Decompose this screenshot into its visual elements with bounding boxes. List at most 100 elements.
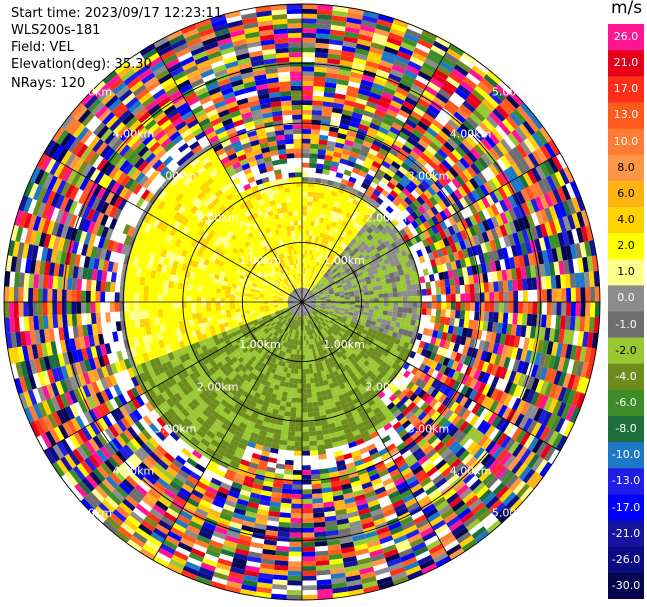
velocity-gate [440,286,446,295]
velocity-gate [347,242,354,249]
velocity-gate [330,247,336,254]
velocity-gate [379,95,392,105]
velocity-gate [356,174,366,183]
velocity-gate [324,239,330,245]
velocity-gate [383,86,396,96]
velocity-gate [483,74,499,88]
velocity-gate [377,231,385,239]
velocity-gate [402,208,411,218]
velocity-gate [395,169,405,179]
velocity-gate [303,268,306,274]
velocity-gate [330,242,336,248]
velocity-gate [498,312,504,324]
velocity-gate [308,291,313,296]
velocity-gate [349,120,360,129]
velocity-gate [302,138,311,144]
velocity-gate [314,250,319,257]
velocity-gate [357,38,372,47]
velocity-gate [362,15,378,24]
velocity-gate [347,196,355,204]
velocity-gate [310,220,315,226]
velocity-gate [343,36,358,44]
velocity-gate [318,222,324,228]
velocity-gate [393,117,406,128]
velocity-gate [391,122,403,132]
velocity-gate [295,426,302,432]
velocity-gate [321,223,328,229]
velocity-gate [388,297,394,302]
velocity-gate [296,402,302,408]
velocity-gate [358,170,368,178]
velocity-gate [414,186,424,196]
velocity-gate [426,227,435,237]
velocity-gate [314,277,318,282]
velocity-gate [527,302,533,315]
velocity-gate [447,205,456,216]
velocity-gate [436,294,442,302]
velocity-gate [304,283,306,288]
velocity-gate [319,242,325,249]
velocity-gate [348,81,361,89]
velocity-gate [316,391,322,397]
velocity-gate [332,237,338,244]
velocity-gate [323,254,329,261]
velocity-gate [407,193,417,203]
velocity-gate [346,160,356,168]
velocity-gate [292,392,298,398]
velocity-gate [446,294,451,302]
velocity-gate [413,47,429,58]
velocity-gate [283,474,293,480]
velocity-gate [412,296,418,302]
velocity-gate [388,148,399,157]
velocity-gate [302,28,317,34]
velocity-gate [302,253,305,259]
velocity-gate [326,268,331,274]
velocity-gate [418,214,427,224]
velocity-gate [330,281,336,286]
velocity-gate [313,226,318,232]
velocity-gate [302,52,316,58]
velocity-gate [345,164,354,172]
velocity-gate [404,171,415,181]
velocity-gate [302,484,312,490]
velocity-gate [438,88,452,100]
velocity-gate [434,68,449,81]
velocity-gate [459,197,469,209]
velocity-gate [343,189,351,197]
velocity-gate [376,223,385,232]
velocity-gate [358,262,365,269]
velocity-gate [351,221,359,229]
velocity-gate [298,364,302,370]
velocity-gate [313,81,326,87]
velocity-gate [286,594,302,600]
velocity-gate [379,212,387,221]
velocity-gate [437,162,449,174]
velocity-gate [377,100,390,109]
velocity-gate [485,193,495,206]
velocity-gate [425,199,435,209]
velocity-gate [307,249,311,255]
velocity-gate [515,160,527,175]
velocity-gate [441,173,452,184]
velocity-gate [311,255,315,261]
velocity-gate [294,436,302,442]
velocity-gate [302,422,309,427]
velocity-gate [414,124,427,135]
velocity-gate [302,287,304,293]
velocity-gate [306,259,309,264]
velocity-gate [318,139,328,146]
velocity-gate [355,48,370,56]
velocity-gate [302,201,308,206]
velocity-gate [323,288,329,293]
velocity-gate [448,43,465,57]
velocity-gate [429,123,442,134]
velocity-gate [427,218,436,228]
velocity-gate [346,270,352,276]
velocity-gate [320,283,326,288]
velocity-gate [312,100,324,106]
velocity-gate [313,192,320,198]
velocity-gate [388,202,398,211]
velocity-gate [427,104,441,116]
velocity-gate [285,401,292,408]
velocity-gate [302,383,307,389]
